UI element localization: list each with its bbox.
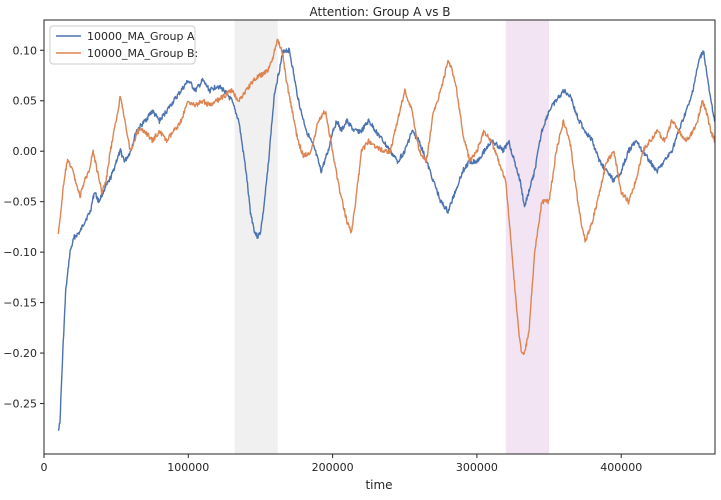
- y-tick-label: 0.10: [13, 44, 38, 57]
- x-tick-label: 100000: [167, 461, 209, 474]
- legend-label-2: 10000_MA_Group B:: [87, 47, 198, 60]
- shaded-region-1: [234, 20, 278, 454]
- chart-title: Attention: Group A vs B: [309, 5, 450, 19]
- plot-frame: [43, 19, 716, 455]
- x-tick-label: 200000: [312, 461, 354, 474]
- x-tick-label: 400000: [600, 461, 642, 474]
- series-line-2: [57, 38, 716, 355]
- x-tick-label: 0: [41, 461, 48, 474]
- x-axis-label: time: [365, 478, 392, 492]
- legend-label-1: 10000_MA_Group A: [87, 30, 195, 43]
- y-tick-label: −0.20: [3, 347, 37, 360]
- y-tick-label: −0.10: [3, 246, 37, 259]
- series-line-1: [57, 47, 716, 431]
- y-tick-label: −0.05: [3, 196, 37, 209]
- x-tick-label: 300000: [456, 461, 498, 474]
- shaded-region-2: [505, 20, 550, 454]
- y-tick-label: −0.15: [3, 297, 37, 310]
- y-tick-label: −0.25: [3, 398, 37, 411]
- y-tick-label: 0.05: [13, 95, 38, 108]
- y-tick-label: 0.00: [13, 145, 38, 158]
- legend: 10000_MA_Group A 10000_MA_Group B:: [49, 25, 198, 65]
- legend-box: [49, 25, 196, 65]
